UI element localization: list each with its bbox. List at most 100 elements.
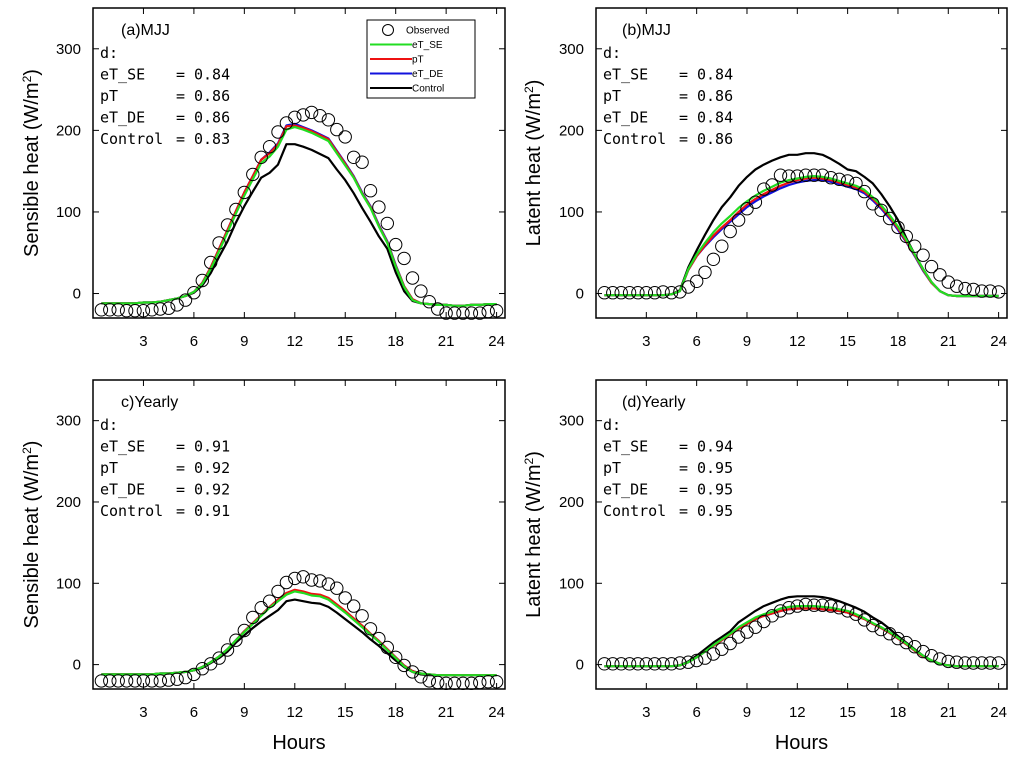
stats-value: 0.92 — [194, 459, 230, 477]
y-axis-title-main: Sensible heat (W/m — [21, 454, 43, 629]
observed-point — [849, 176, 863, 191]
stats-equals: = — [176, 438, 185, 456]
stats-name: Control — [100, 130, 163, 148]
observed-point — [656, 285, 670, 299]
observed-point — [975, 284, 989, 298]
series-line-control — [604, 152, 999, 298]
observed-point — [296, 570, 310, 584]
observed-point — [195, 273, 210, 288]
x-tick-label: 15 — [337, 333, 354, 350]
observed-point — [782, 601, 796, 615]
stats-name: pT — [603, 87, 621, 105]
stats-value: 0.95 — [697, 481, 733, 499]
observed-point — [94, 303, 109, 317]
stats-header: d: — [100, 416, 118, 434]
stats-equals: = — [176, 459, 185, 477]
observed-point — [389, 650, 403, 664]
plot-frame — [595, 7, 1008, 319]
observed-point — [128, 304, 142, 318]
observed-point — [908, 239, 922, 253]
stats-equals: = — [679, 502, 688, 520]
stats-name: eT_SE — [100, 438, 145, 456]
stats-name: pT — [100, 459, 118, 477]
observed-point — [380, 640, 394, 655]
observed-point — [639, 657, 653, 671]
observed-point — [439, 676, 453, 690]
panel-label: (a)MJJ — [121, 22, 170, 39]
observed-point — [237, 623, 252, 638]
observed-point — [882, 627, 897, 641]
legend-label: eT_DE — [412, 69, 443, 80]
observed-point — [405, 271, 420, 285]
x-tick-label: 9 — [743, 333, 751, 350]
observed-point — [111, 303, 125, 317]
observed-point — [94, 674, 109, 688]
x-tick-label: 21 — [438, 333, 455, 350]
observed-point — [397, 251, 411, 266]
x-tick-label: 15 — [337, 704, 354, 721]
stats-value: 0.84 — [697, 109, 733, 127]
series-line-et-de — [101, 589, 497, 677]
observed-point — [832, 601, 846, 615]
observed-point — [983, 284, 997, 298]
y-tick-label: 300 — [56, 413, 81, 430]
observed-point — [145, 303, 159, 317]
y-axis-title-close: ) — [523, 451, 545, 458]
stats-value: 0.95 — [697, 459, 733, 477]
series-line-pt — [101, 124, 497, 307]
stats-value: 0.94 — [697, 438, 733, 456]
x-tick-label: 6 — [692, 704, 700, 721]
stats-name: eT_DE — [100, 481, 145, 499]
y-axis-title-main: Sensible heat (W/m — [21, 82, 43, 257]
observed-point — [731, 213, 746, 227]
observed-point — [431, 302, 445, 316]
observed-point — [606, 657, 620, 671]
observed-point — [958, 656, 972, 670]
stats-value: 0.84 — [194, 66, 230, 84]
observed-point — [271, 584, 285, 599]
observed-point — [782, 169, 796, 183]
y-axis-title-main: Latent heat (W/m — [523, 464, 545, 617]
stats-value: 0.92 — [194, 481, 230, 499]
observed-point — [622, 286, 637, 300]
stats-value: 0.86 — [194, 109, 230, 127]
observed-point — [790, 599, 804, 613]
x-tick-label: 3 — [642, 704, 650, 721]
observed-point — [966, 282, 981, 297]
stats-name: Control — [603, 502, 666, 520]
observed-point — [966, 656, 981, 670]
observed-point — [706, 252, 721, 266]
x-tick-label: 9 — [743, 704, 751, 721]
y-axis-title: Latent heat (W/m2) — [522, 80, 545, 247]
observed-point — [439, 306, 453, 320]
y-tick-label: 0 — [576, 657, 584, 674]
stats-value: 0.95 — [697, 502, 733, 520]
x-tick-label: 24 — [488, 704, 505, 721]
observed-point — [119, 674, 134, 688]
observed-point — [372, 200, 386, 214]
observed-point — [824, 599, 838, 613]
y-axis-title-close: ) — [21, 69, 43, 76]
observed-point — [187, 286, 201, 300]
observed-point — [866, 197, 880, 211]
observed-point — [397, 658, 411, 673]
observed-point — [347, 150, 361, 165]
observed-point — [262, 140, 277, 154]
series-line-pt — [101, 588, 497, 677]
observed-point — [614, 286, 628, 300]
stats-equals: = — [679, 130, 688, 148]
observed-point — [815, 168, 830, 182]
observed-point — [673, 285, 687, 299]
observed-point — [975, 656, 989, 670]
x-tick-label: 15 — [839, 704, 856, 721]
observed-point — [950, 655, 964, 669]
observed-point — [363, 184, 378, 198]
observed-point — [882, 211, 897, 226]
observed-point — [991, 285, 1006, 299]
x-tick-label: 24 — [488, 333, 505, 350]
panel-label: (d)Yearly — [622, 394, 685, 411]
stats-name: eT_SE — [100, 66, 145, 84]
panel-c-yearly-sensible: 3 6 9 12 15 18 21 24 0 100 200 300 Sensible heat (W/… — [20, 379, 506, 754]
observed-point — [832, 172, 846, 187]
observed-point — [380, 216, 394, 231]
